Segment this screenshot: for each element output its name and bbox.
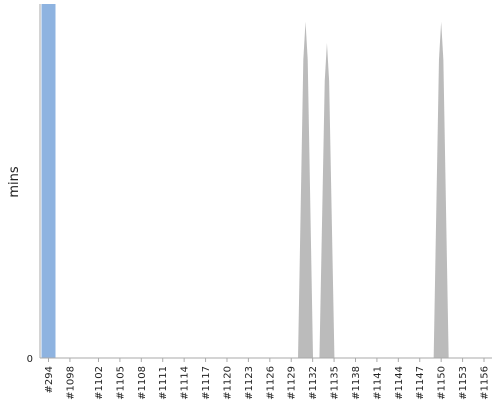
chart-axes [39, 4, 492, 362]
area-spike-1134 [319, 42, 335, 358]
x-tick-label: #1147 [415, 366, 426, 400]
x-tick-label: #1117 [201, 366, 212, 400]
chart-labels: 0 #294 #1098 #1102 #1105 #1108 #1111 #1114 #1117… [27, 354, 491, 400]
chart-marks [41, 4, 449, 358]
x-tick-label: #1138 [351, 366, 362, 400]
x-tick-label: #1144 [394, 366, 405, 400]
x-tick-label: #1156 [480, 366, 491, 400]
x-tick-label: #1105 [115, 366, 126, 400]
x-tick-label: #1141 [372, 366, 383, 400]
x-tick-label: #1135 [330, 366, 341, 400]
x-tick-label: #1132 [308, 366, 319, 400]
x-tick-label: #1123 [244, 366, 255, 400]
y-axis-label: mins [7, 166, 22, 198]
x-tick-label: #1153 [458, 366, 469, 400]
x-tick-label: #1120 [222, 366, 233, 400]
highlighted-bar-294 [41, 4, 56, 358]
x-tick-label: #1126 [265, 366, 276, 400]
x-tick-label: #1108 [137, 366, 148, 400]
x-tick-label: #1114 [180, 366, 191, 400]
x-tick-label: #1098 [65, 366, 76, 400]
area-spike-1131 [298, 21, 314, 358]
y-tick-label: 0 [27, 354, 33, 365]
x-tick-label: #1150 [437, 366, 448, 400]
x-tick-label: #294 [44, 366, 55, 393]
x-tick-label: #1102 [94, 366, 105, 400]
area-spike-1150 [433, 21, 449, 358]
x-tick-label: #1111 [158, 366, 169, 400]
x-tick-label: #1129 [287, 366, 298, 400]
